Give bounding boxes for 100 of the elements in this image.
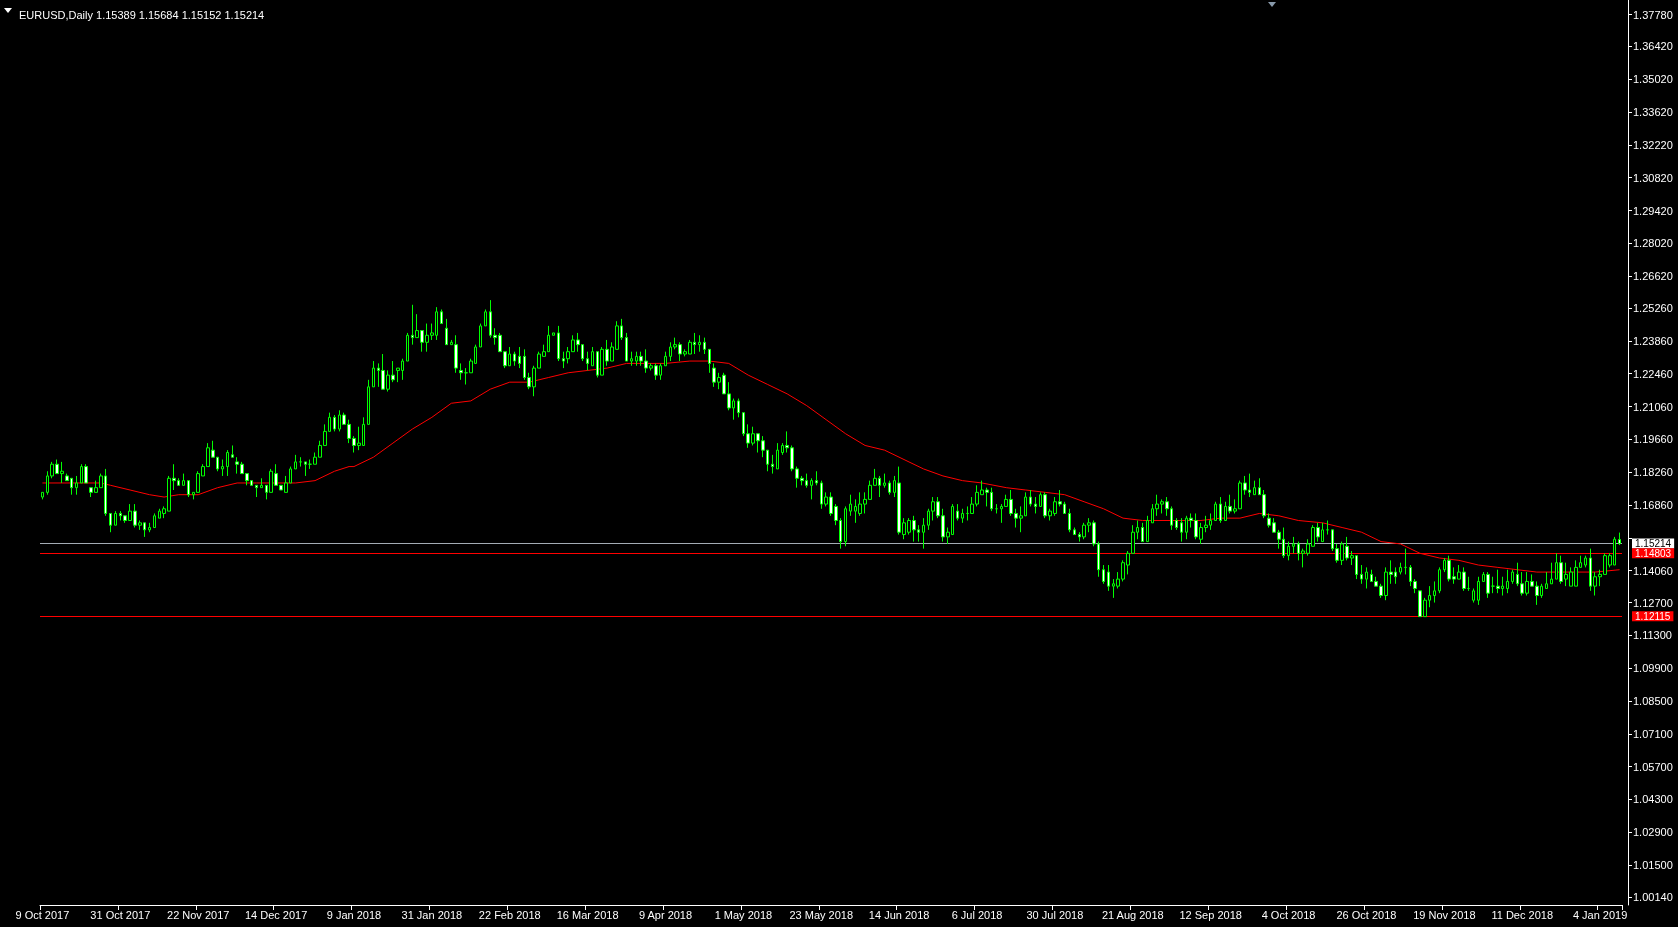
y-tick-label: 1.08500 [1633,695,1673,708]
x-tick-label: 31 Oct 2017 [90,908,151,921]
candlestick [1292,536,1295,554]
y-tick-label: 1.30820 [1633,171,1673,184]
x-tick-label: 16 Mar 2018 [556,908,619,921]
y-tick-label: 1.16860 [1633,499,1673,512]
x-tick-label: 19 Nov 2018 [1413,908,1476,921]
candlestick [1618,532,1621,546]
candlestick [1438,566,1441,594]
candlestick [84,463,88,484]
x-tick-label: 9 Jan 2018 [326,908,382,921]
candlestick [883,473,886,489]
candlestick [114,510,117,526]
candlestick [109,512,112,533]
candlestick [1326,519,1329,536]
candlestick [148,522,151,533]
candlestick [1433,580,1436,604]
y-tick-label: 1.05700 [1633,760,1673,773]
x-tick-label: 14 Jun 2018 [868,908,930,921]
x-tick-label: 9 Apr 2018 [638,908,693,921]
ref-line-label: 1.14803 [1635,547,1672,559]
y-tick-label: 1.37780 [1633,8,1673,21]
candlestick [1550,562,1553,585]
candlestick [1399,562,1402,575]
candlestick [221,459,224,477]
candlestick [182,473,185,486]
candlestick [1477,576,1480,606]
y-tick-label: 1.35020 [1633,73,1673,86]
candlestick [75,475,78,496]
candlestick [703,337,706,355]
ref-line-label: 1.15214 [1635,538,1672,550]
candlestick [513,351,516,367]
candlestick [1472,587,1475,604]
y-tick-label: 1.36420 [1633,40,1673,53]
candlestick [1141,522,1144,543]
y-tick-label: 1.25260 [1633,302,1673,315]
x-tick-label: 21 Aug 2018 [1101,908,1164,921]
candlestick [557,325,560,362]
x-tick-label: 4 Oct 2018 [1261,908,1316,921]
candlestick [1219,496,1222,524]
x-tick-label: 22 Nov 2017 [167,908,230,921]
y-tick-label: 1.14060 [1633,564,1673,577]
y-tick-label: 1.19660 [1633,433,1673,446]
candlestick [187,480,190,498]
y-tick-label: 1.07100 [1633,727,1673,740]
candlestick [586,351,589,371]
candlestick [41,491,44,500]
y-tick-label: 1.00140 [1633,891,1673,904]
y-tick-label: 1.22460 [1633,367,1673,380]
y-tick-label: 1.18260 [1633,466,1673,479]
candlestick [226,449,229,477]
candlestick [888,480,891,496]
y-tick-label: 1.09900 [1633,662,1673,675]
candlestick [815,470,818,486]
candlestick [1068,508,1071,533]
candlestick [1365,566,1368,589]
candlestick [260,477,263,489]
candlestick [459,362,463,381]
y-tick-label: 1.32220 [1633,138,1673,151]
candlestick [153,512,156,529]
candlestick [440,308,443,325]
candlestick [708,348,711,374]
candlestick [255,484,258,498]
candlestick [294,454,297,470]
candlestick [771,454,774,475]
x-tick-label: 22 Feb 2018 [478,908,541,921]
x-tick-label: 11 Dec 2018 [1491,908,1553,921]
x-tick-label: 31 Jan 2018 [401,908,463,921]
candlestick [625,332,628,362]
y-tick-label: 1.33620 [1633,106,1673,119]
candlestick [367,379,370,425]
y-tick-label: 1.01500 [1633,859,1673,872]
y-tick-label: 1.12700 [1633,596,1673,609]
x-tick-label: 6 Jul 2018 [951,908,1003,921]
candlestick [1545,571,1548,589]
candlestick [849,494,852,517]
x-tick-label: 1 May 2018 [714,908,773,921]
candlestick [479,323,482,348]
candlestick [1404,548,1407,575]
candlestick [1073,527,1076,536]
candlestick [1175,517,1178,531]
candlestick [1496,569,1500,594]
y-tick-label: 1.23860 [1633,334,1673,347]
candlestick [406,332,409,362]
candlestick [630,351,633,367]
candlestick [454,334,458,374]
candlestick [1486,571,1490,599]
x-tick-label: 4 Jan 2019 [1572,908,1628,921]
x-tick-label: 9 Oct 2017 [15,908,70,921]
candlestick [1214,501,1217,521]
candlestick [1584,555,1587,568]
text: EURUSD,Daily 1.15389 1.15684 1.15152 1.15214 [19,8,265,21]
candlestick [518,346,521,369]
y-tick-label: 1.28020 [1633,237,1673,250]
candlestick [1146,515,1149,543]
y-tick-label: 1.02900 [1633,826,1673,839]
candlestick [1506,569,1509,594]
x-tick-label: 14 Dec 2017 [244,908,308,921]
candlestick [844,505,847,547]
candlestick [698,334,701,353]
